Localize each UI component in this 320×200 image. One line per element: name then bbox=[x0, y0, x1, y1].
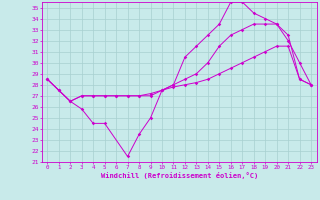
X-axis label: Windchill (Refroidissement éolien,°C): Windchill (Refroidissement éolien,°C) bbox=[100, 172, 258, 179]
